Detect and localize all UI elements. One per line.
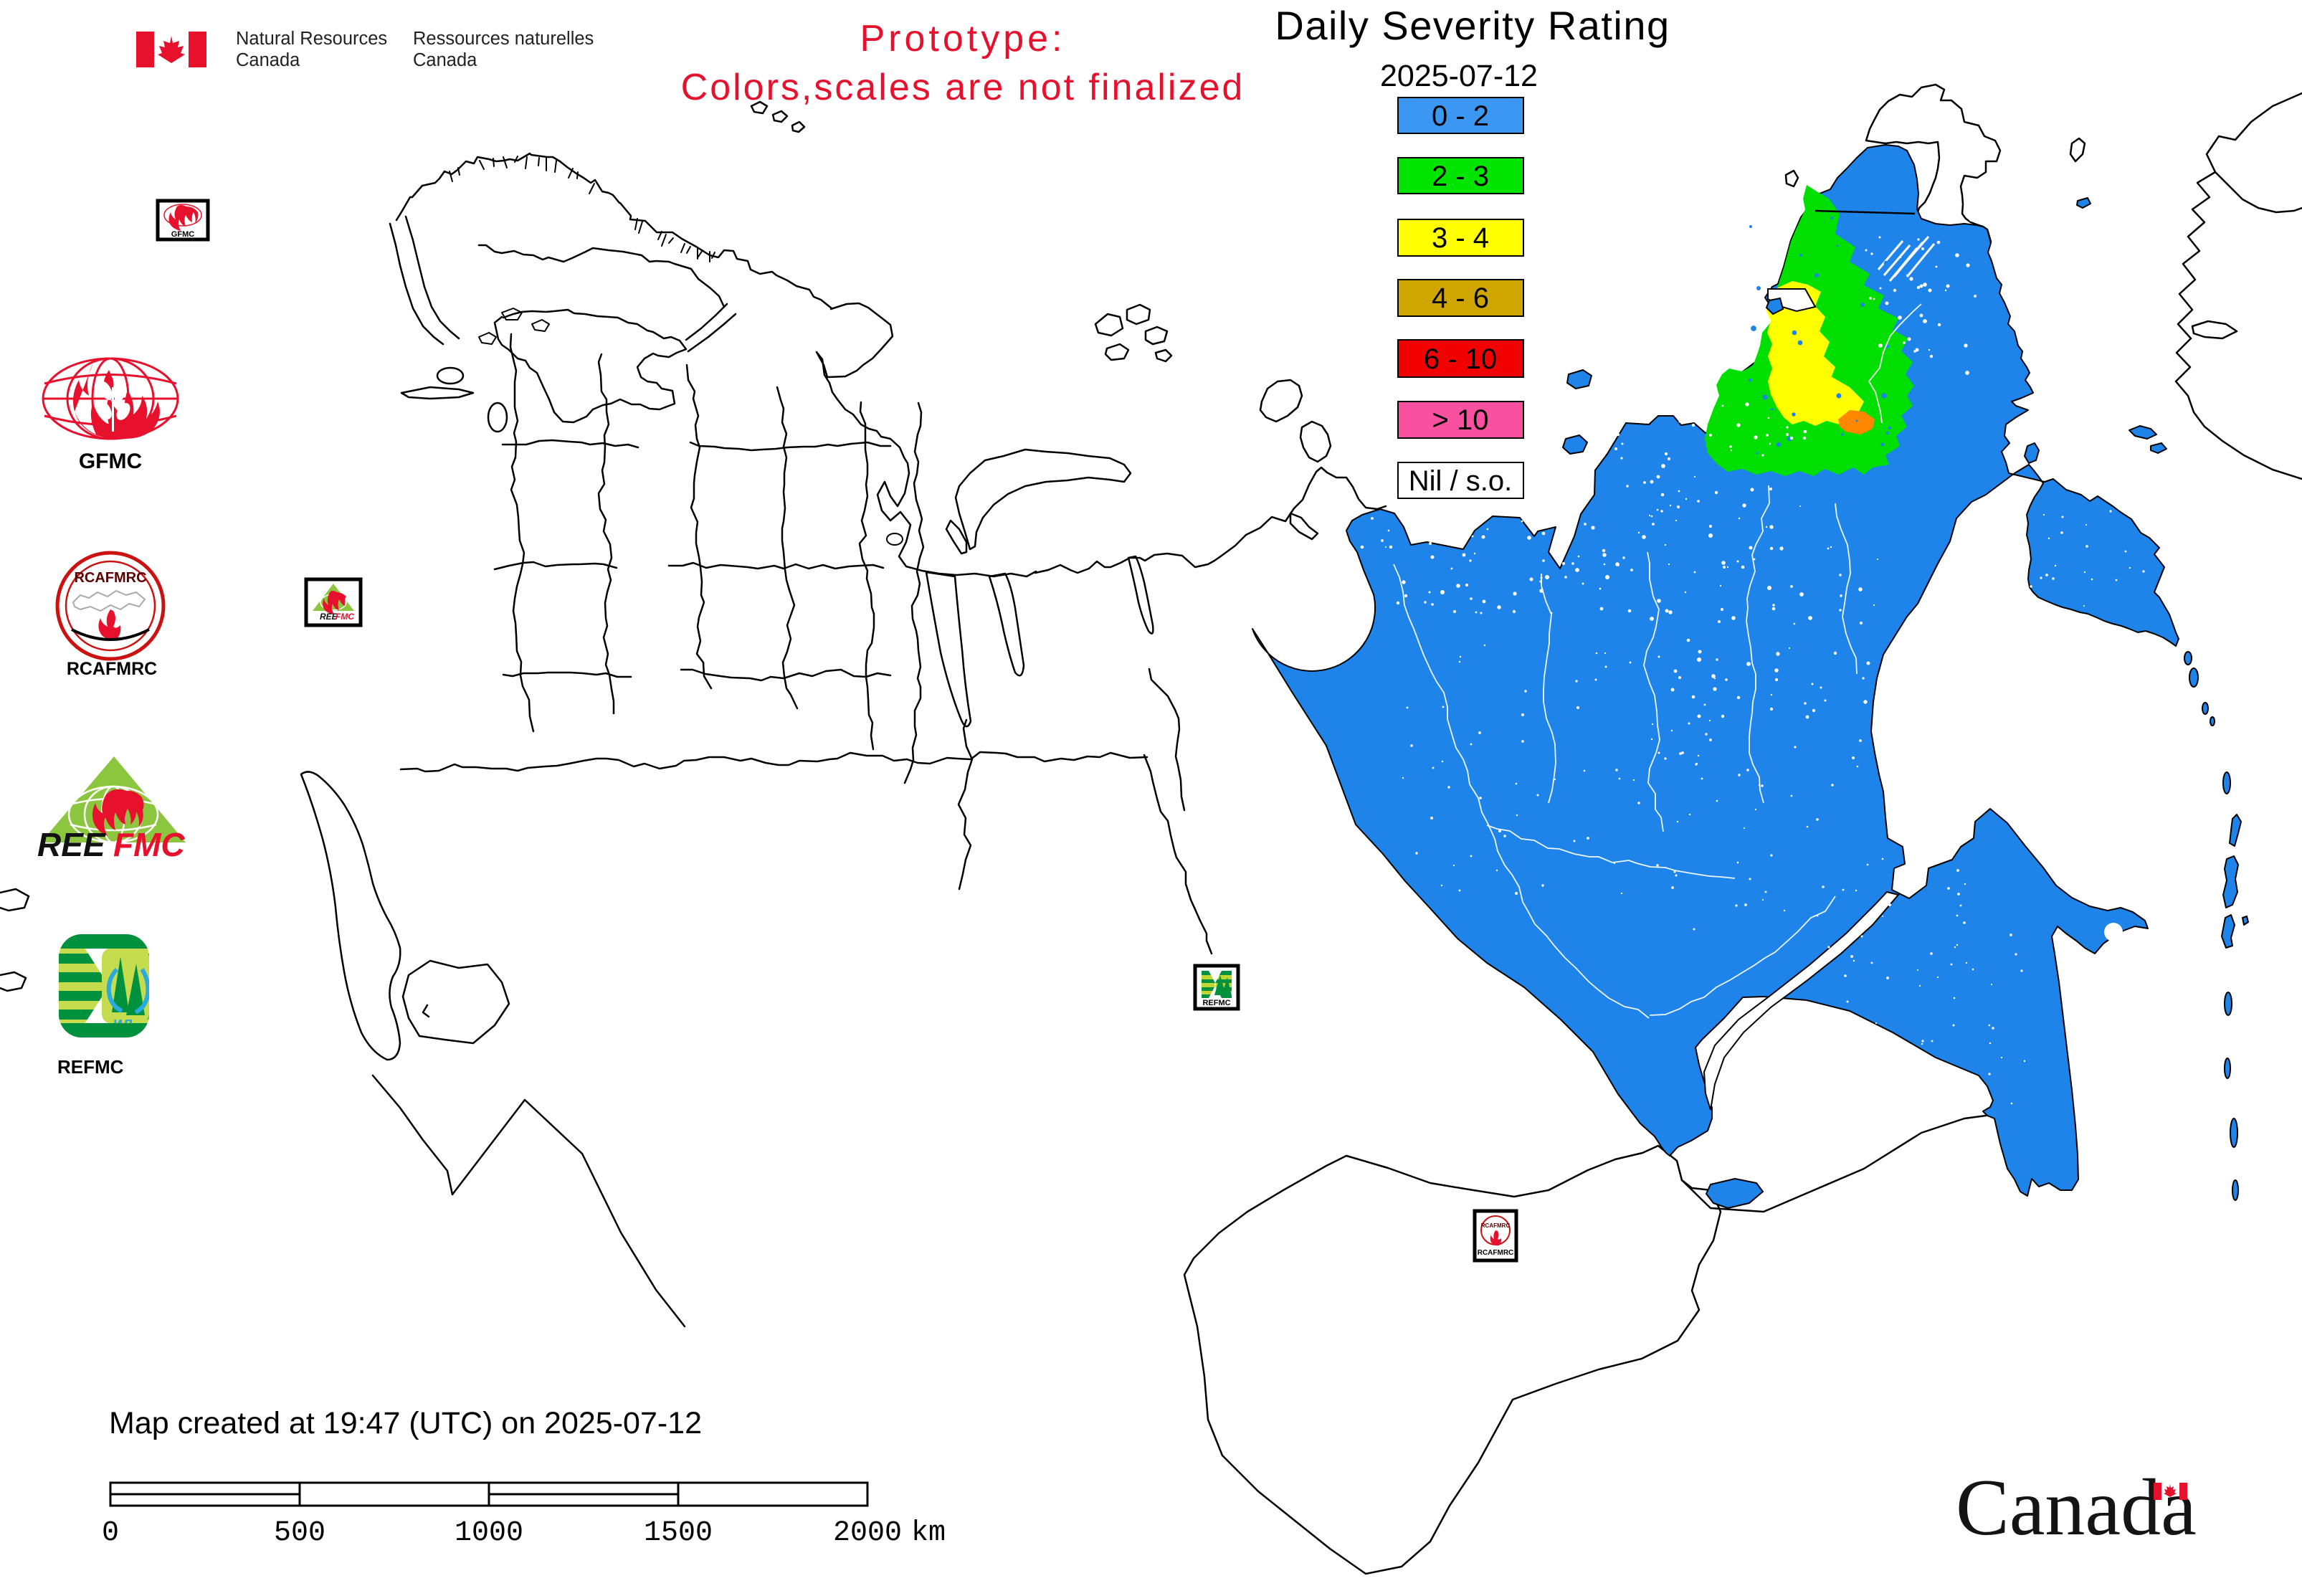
svg-text:> 10: > 10 (1432, 404, 1489, 436)
svg-text:RCAFMRC: RCAFMRC (1478, 1249, 1514, 1257)
svg-text:3 - 4: 3 - 4 (1432, 222, 1489, 254)
svg-text:500: 500 (274, 1517, 325, 1549)
svg-text:0: 0 (102, 1517, 119, 1549)
svg-text:REE: REE (37, 826, 106, 863)
svg-text:RCAFMRC: RCAFMRC (74, 570, 146, 586)
svg-text:km: km (911, 1517, 946, 1549)
svg-text:Colors,scales are not finalize: Colors,scales are not finalized (681, 67, 1245, 108)
svg-text:0 - 2: 0 - 2 (1432, 100, 1489, 132)
svg-text:FMC: FMC (336, 612, 354, 622)
svg-text:2025-07-12: 2025-07-12 (1380, 59, 1538, 93)
svg-text:REFMC: REFMC (1202, 999, 1230, 1007)
svg-text:FMC: FMC (113, 826, 185, 863)
svg-text:Canada: Canada (1956, 1463, 2197, 1552)
svg-text:2 - 3: 2 - 3 (1432, 161, 1489, 192)
svg-text:Ressources naturelles: Ressources naturelles (413, 29, 594, 49)
svg-text:REE: REE (320, 612, 338, 622)
svg-text:Map created at 19:47 (UTC) on: Map created at 19:47 (UTC) on 2025-07-12 (109, 1406, 702, 1440)
svg-text:4 - 6: 4 - 6 (1432, 282, 1489, 314)
svg-text:Daily Severity Rating: Daily Severity Rating (1275, 3, 1670, 48)
svg-text:REFMC: REFMC (57, 1056, 124, 1078)
svg-text:1000: 1000 (455, 1517, 523, 1549)
svg-text:2000: 2000 (833, 1517, 902, 1549)
svg-text:1500: 1500 (644, 1517, 713, 1549)
svg-text:Canada: Canada (236, 50, 300, 70)
svg-text:6 - 10: 6 - 10 (1424, 343, 1497, 375)
svg-text:GFMC: GFMC (79, 450, 142, 473)
svg-text:Prototype:: Prototype: (860, 18, 1065, 60)
svg-text:GFMC: GFMC (171, 230, 194, 239)
svg-text:RCAFMRC: RCAFMRC (1481, 1222, 1511, 1229)
svg-text:RCAFMRC: RCAFMRC (67, 659, 157, 679)
svg-text:Natural Resources: Natural Resources (236, 29, 387, 49)
svg-text:Canada: Canada (413, 50, 477, 70)
svg-text:Nil / s.o.: Nil / s.o. (1409, 465, 1512, 497)
